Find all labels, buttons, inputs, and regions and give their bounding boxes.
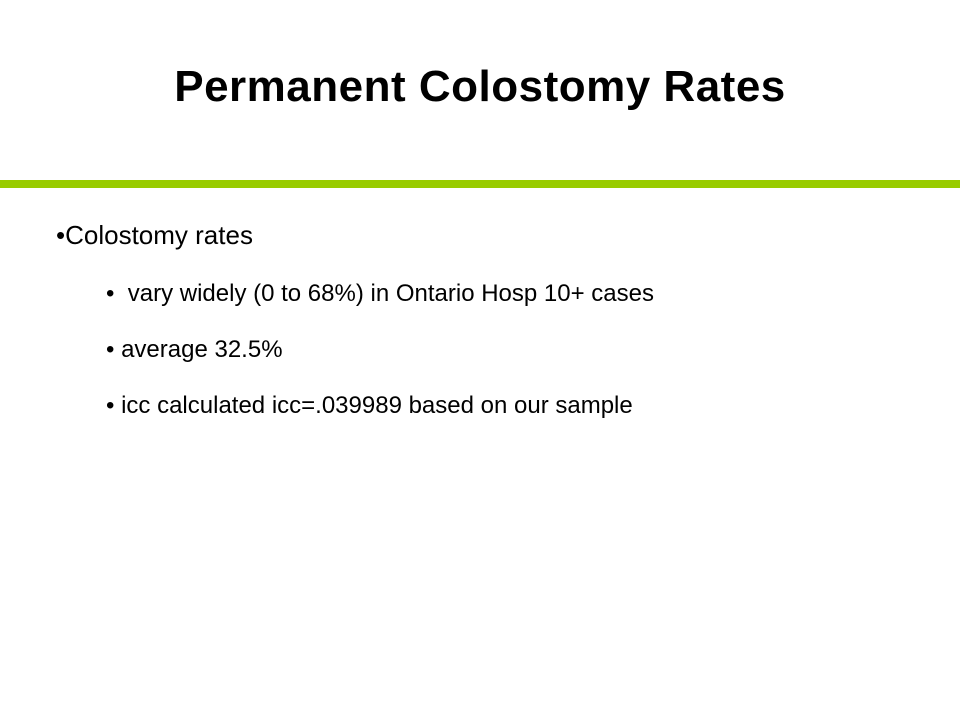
sub-bullet-text: icc calculated icc=.039989 based on our … [121,392,633,419]
sub-bullet-text: vary widely (0 to 68%) in Ontario Hosp 1… [121,280,654,307]
sub-bullet-text: average 32.5% [121,336,283,363]
sub-bullet: • icc calculated icc=.039989 based on ou… [106,392,633,419]
sub-bullet: • vary widely (0 to 68%) in Ontario Hosp… [106,280,654,307]
sub-bullet: • average 32.5% [106,336,283,363]
bullet-text: Colostomy rates [65,220,253,250]
slide-title: Permanent Colostomy Rates [174,62,786,111]
bullet: •Colostomy rates [56,220,253,250]
divider [0,180,960,188]
